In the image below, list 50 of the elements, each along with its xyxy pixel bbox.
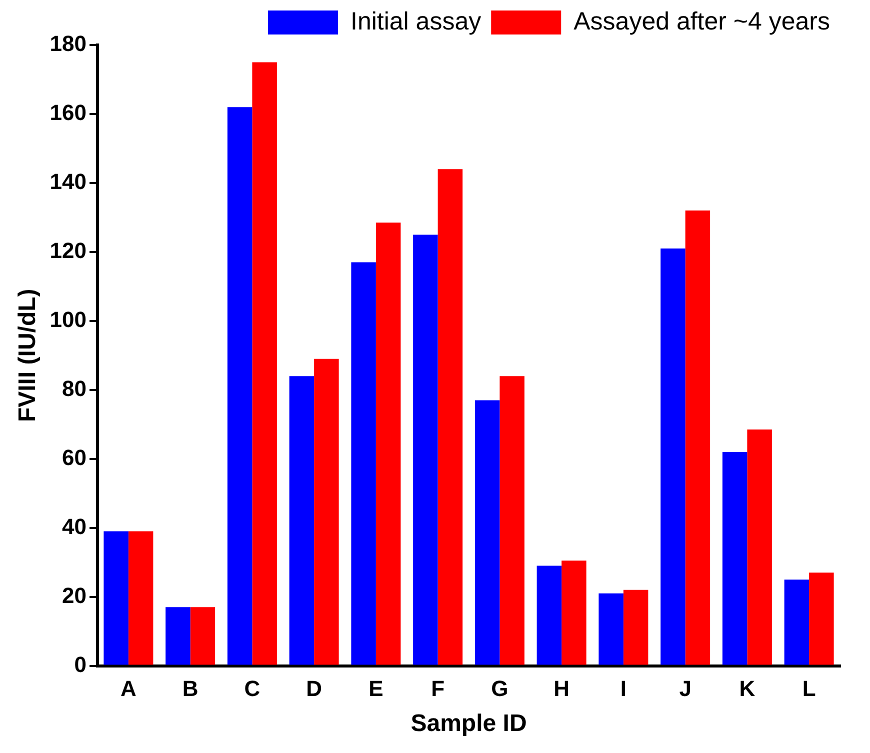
- x-tick-label: F: [431, 676, 445, 702]
- x-axis-title: Sample ID: [410, 710, 527, 738]
- y-tick-label: 40: [62, 514, 87, 539]
- x-tick-label: G: [491, 676, 508, 702]
- bar: [376, 222, 401, 665]
- x-tick-label: B: [182, 676, 198, 702]
- x-tick-label: E: [368, 676, 384, 702]
- legend-label: Assayed after ~4 years: [574, 7, 830, 36]
- y-axis-title: FVIII (IU/dL): [14, 288, 42, 422]
- bar: [562, 560, 586, 665]
- bar: [660, 248, 686, 665]
- bar: [351, 262, 376, 665]
- x-tick-label: A: [120, 676, 136, 702]
- y-tick-label: 20: [62, 582, 87, 608]
- y-tick-label: 80: [62, 376, 87, 401]
- bar: [289, 376, 314, 665]
- bar: [623, 590, 648, 665]
- bar: [598, 593, 624, 665]
- bar: [474, 400, 500, 665]
- x-tick-label: J: [679, 676, 692, 702]
- x-tick-label: C: [244, 676, 260, 702]
- y-tick-label: 120: [50, 238, 87, 263]
- y-tick-label: 0: [74, 652, 87, 677]
- bar: [809, 572, 834, 665]
- x-tick-label: D: [306, 676, 322, 702]
- bar: [438, 169, 463, 665]
- bar: [104, 531, 128, 665]
- bar: [252, 62, 277, 665]
- bar: [685, 210, 710, 665]
- bar: [784, 580, 810, 665]
- y-tick-label: 60: [62, 444, 87, 470]
- bar: [413, 234, 438, 665]
- bar: [314, 358, 339, 665]
- bar: [536, 566, 562, 665]
- y-tick-label: 140: [50, 169, 87, 194]
- y-tick-label: 100: [50, 306, 87, 332]
- bar: [128, 531, 154, 665]
- x-tick-label: L: [802, 676, 816, 702]
- bar: [500, 376, 524, 665]
- x-tick-label: K: [739, 676, 756, 702]
- bar: [747, 430, 772, 665]
- y-tick-label: 160: [50, 100, 87, 126]
- legend-label: Initial assay: [350, 7, 482, 36]
- y-tick-label: 180: [50, 31, 87, 56]
- x-tick-label: I: [620, 676, 626, 702]
- bar: [190, 607, 216, 665]
- bar: [722, 452, 748, 665]
- x-tick-label: H: [554, 676, 570, 702]
- bar: [166, 607, 190, 665]
- bar: [227, 107, 252, 665]
